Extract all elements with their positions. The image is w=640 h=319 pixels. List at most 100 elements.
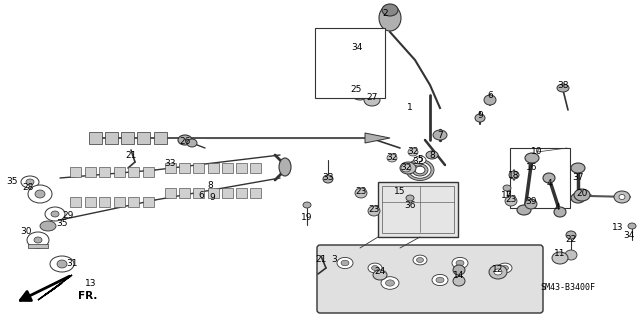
Bar <box>221 188 233 198</box>
Ellipse shape <box>27 232 49 248</box>
Bar <box>236 188 247 198</box>
Text: 10: 10 <box>531 147 543 157</box>
Ellipse shape <box>554 207 566 217</box>
Ellipse shape <box>387 154 397 162</box>
Text: 29: 29 <box>62 211 74 219</box>
Polygon shape <box>365 133 390 143</box>
Text: 4: 4 <box>554 203 560 211</box>
Bar <box>221 163 233 173</box>
Text: 8: 8 <box>207 181 213 189</box>
Text: 13: 13 <box>85 279 97 288</box>
Bar <box>207 188 218 198</box>
Bar <box>250 188 261 198</box>
Ellipse shape <box>330 64 344 76</box>
Text: 32: 32 <box>412 158 424 167</box>
Ellipse shape <box>351 86 369 100</box>
Ellipse shape <box>628 223 636 229</box>
Bar <box>99 167 110 177</box>
Text: 9: 9 <box>209 194 215 203</box>
Text: 17: 17 <box>501 190 513 199</box>
Ellipse shape <box>379 5 401 31</box>
Ellipse shape <box>489 265 507 279</box>
Text: 35: 35 <box>6 177 18 187</box>
Ellipse shape <box>552 252 568 264</box>
Text: 8: 8 <box>429 151 435 160</box>
Text: FR.: FR. <box>78 291 97 301</box>
Ellipse shape <box>409 162 431 178</box>
Text: 22: 22 <box>565 235 577 244</box>
Ellipse shape <box>456 260 464 266</box>
Text: 6: 6 <box>198 191 204 201</box>
Text: 1: 1 <box>407 103 413 113</box>
Ellipse shape <box>356 90 364 96</box>
Ellipse shape <box>571 193 585 203</box>
Text: 32: 32 <box>407 147 419 157</box>
Ellipse shape <box>417 257 424 263</box>
Bar <box>378 182 458 237</box>
Ellipse shape <box>332 52 342 60</box>
Ellipse shape <box>34 237 42 243</box>
Text: 32: 32 <box>387 153 397 162</box>
Ellipse shape <box>436 277 444 283</box>
Ellipse shape <box>400 162 416 174</box>
Ellipse shape <box>426 151 438 159</box>
Bar <box>143 197 154 207</box>
Bar <box>179 188 190 198</box>
Bar <box>105 132 118 144</box>
Text: 4: 4 <box>546 179 552 188</box>
Bar <box>28 244 48 248</box>
Bar <box>143 167 154 177</box>
Bar <box>99 197 110 207</box>
Text: 34: 34 <box>351 43 363 53</box>
Text: 6: 6 <box>487 92 493 100</box>
Ellipse shape <box>502 265 509 271</box>
FancyBboxPatch shape <box>317 245 543 313</box>
Bar <box>193 188 204 198</box>
Ellipse shape <box>45 207 65 221</box>
Ellipse shape <box>415 166 425 174</box>
Text: 12: 12 <box>492 264 504 273</box>
Ellipse shape <box>178 135 192 145</box>
Ellipse shape <box>373 270 387 280</box>
Text: 27: 27 <box>366 93 378 101</box>
Ellipse shape <box>371 265 378 271</box>
Ellipse shape <box>323 175 333 183</box>
Ellipse shape <box>368 263 382 273</box>
Ellipse shape <box>334 68 340 72</box>
Ellipse shape <box>453 265 465 275</box>
Ellipse shape <box>452 257 468 269</box>
Ellipse shape <box>341 260 349 266</box>
Text: 2: 2 <box>382 10 388 19</box>
Text: 39: 39 <box>525 197 537 206</box>
Bar <box>129 197 140 207</box>
Text: 21: 21 <box>316 255 326 263</box>
Bar <box>121 132 134 144</box>
Text: 24: 24 <box>374 268 386 277</box>
Bar <box>84 197 95 207</box>
Ellipse shape <box>364 94 380 106</box>
Bar <box>165 188 176 198</box>
Text: 37: 37 <box>572 174 584 182</box>
Ellipse shape <box>498 263 512 273</box>
Text: 28: 28 <box>22 183 34 192</box>
Bar <box>382 186 454 233</box>
Ellipse shape <box>381 277 399 289</box>
Ellipse shape <box>187 139 197 147</box>
Bar <box>70 197 81 207</box>
Ellipse shape <box>505 196 517 206</box>
Text: 33: 33 <box>164 159 176 167</box>
Ellipse shape <box>51 211 59 217</box>
Bar <box>315 28 385 98</box>
Text: 38: 38 <box>557 81 569 91</box>
Text: 35: 35 <box>56 219 68 227</box>
Ellipse shape <box>303 202 311 208</box>
Bar <box>193 163 204 173</box>
Text: 31: 31 <box>67 258 77 268</box>
Text: 5: 5 <box>417 155 423 165</box>
Ellipse shape <box>517 205 531 215</box>
Text: 11: 11 <box>554 249 566 257</box>
Text: 15: 15 <box>394 188 406 197</box>
Ellipse shape <box>368 206 380 216</box>
Ellipse shape <box>26 179 34 185</box>
Ellipse shape <box>475 114 485 122</box>
